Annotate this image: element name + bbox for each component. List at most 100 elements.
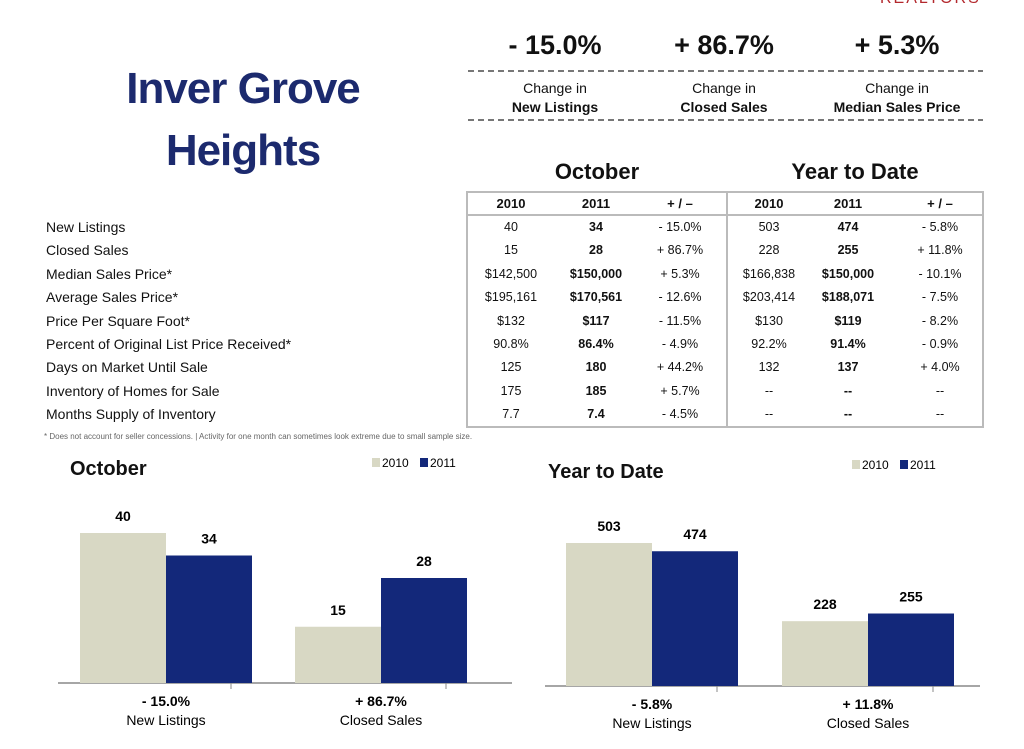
bar bbox=[166, 555, 252, 683]
table-border bbox=[466, 191, 984, 428]
cell: + 44.2% bbox=[656, 360, 704, 375]
category-label: New Listings bbox=[612, 715, 691, 731]
bar-label: 228 bbox=[813, 596, 837, 612]
row-label: Price Per Square Foot* bbox=[46, 312, 190, 329]
legend-swatch bbox=[852, 460, 860, 469]
cell: 175 bbox=[500, 383, 522, 398]
bar bbox=[381, 578, 467, 683]
cell: 474 bbox=[837, 220, 859, 234]
cell: $150,000 bbox=[569, 266, 623, 281]
column-header: 2011 bbox=[581, 196, 611, 211]
chart-title: October bbox=[70, 458, 147, 480]
cell: $166,838 bbox=[742, 266, 796, 281]
cell: 7.7 bbox=[502, 407, 520, 422]
group-heading: October bbox=[554, 159, 640, 184]
cell: 125 bbox=[500, 360, 522, 375]
cell: 7.4 bbox=[587, 407, 605, 422]
cell: $188,071 bbox=[821, 290, 875, 305]
cell: - 12.6% bbox=[658, 290, 702, 305]
bar-label: 503 bbox=[597, 518, 621, 534]
legend-swatch bbox=[372, 458, 380, 467]
cell: -- bbox=[764, 407, 774, 422]
cell: + 86.7% bbox=[656, 243, 704, 258]
cell: -- bbox=[843, 407, 853, 422]
cell: - 7.5% bbox=[921, 290, 959, 305]
cell: 34 bbox=[589, 220, 603, 234]
cell: $117 bbox=[582, 313, 610, 328]
cell: $170,561 bbox=[569, 290, 623, 305]
legend-label: 2011 bbox=[910, 458, 936, 472]
cell: -- bbox=[843, 383, 853, 398]
cell: $195,161 bbox=[484, 290, 538, 305]
cell: 503 bbox=[758, 220, 780, 234]
category-change: - 5.8% bbox=[632, 696, 673, 712]
category-change: + 11.8% bbox=[843, 696, 895, 712]
group-heading: Year to Date bbox=[791, 159, 919, 184]
cell: 92.2% bbox=[751, 337, 787, 351]
bar-label: 474 bbox=[683, 526, 707, 542]
bar bbox=[566, 543, 652, 686]
legend-swatch bbox=[420, 458, 428, 467]
cell: -- bbox=[935, 407, 945, 422]
bar-label: 28 bbox=[416, 553, 432, 569]
highlight-label: Change in bbox=[865, 80, 929, 96]
column-header: + / – bbox=[927, 196, 953, 211]
cell: 28 bbox=[589, 243, 603, 258]
bar-label: 34 bbox=[201, 531, 217, 547]
cell: $203,414 bbox=[742, 290, 796, 305]
cell: - 10.1% bbox=[918, 266, 962, 281]
chart-title: Year to Date bbox=[548, 461, 664, 483]
bar bbox=[295, 626, 381, 683]
cell: $119 bbox=[834, 313, 862, 328]
bar bbox=[868, 613, 954, 686]
column-header: 2010 bbox=[496, 196, 526, 211]
column-header: + / – bbox=[667, 196, 693, 211]
category-label: Closed Sales bbox=[340, 712, 423, 728]
page-title: Inver Grove Heights bbox=[126, 64, 361, 175]
row-label: Percent of Original List Price Received* bbox=[46, 336, 292, 352]
row-label: Days on Market Until Sale bbox=[46, 359, 208, 376]
cell: - 0.9% bbox=[921, 337, 959, 351]
cell: $132 bbox=[497, 313, 525, 328]
cell: - 15.0% bbox=[658, 220, 702, 234]
category-label: New Listings bbox=[126, 712, 205, 728]
highlight-value: - 15.0% bbox=[508, 30, 602, 60]
footnote: * Does not account for seller concession… bbox=[44, 432, 473, 441]
cell: + 5.3% bbox=[660, 266, 700, 281]
bar bbox=[80, 533, 166, 683]
cell: $130 bbox=[755, 313, 783, 328]
cell: $150,000 bbox=[821, 266, 875, 281]
cell: 90.8% bbox=[493, 337, 529, 351]
cell: -- bbox=[935, 383, 945, 398]
category-change: + 86.7% bbox=[355, 693, 407, 709]
cell: - 4.5% bbox=[661, 407, 699, 422]
highlight-label: New Listings bbox=[511, 99, 599, 115]
bar bbox=[652, 551, 738, 686]
legend-swatch bbox=[900, 460, 908, 469]
category-change: - 15.0% bbox=[142, 693, 191, 709]
highlight-value: + 86.7% bbox=[674, 30, 774, 60]
bar-label: 40 bbox=[115, 508, 131, 524]
cell: 91.4% bbox=[830, 337, 866, 351]
cell: 15 bbox=[504, 243, 518, 258]
cell: 40 bbox=[504, 220, 518, 234]
cell: 132 bbox=[758, 360, 780, 375]
highlight-value: + 5.3% bbox=[854, 30, 940, 60]
cell: - 8.2% bbox=[921, 313, 959, 328]
row-label: Median Sales Price* bbox=[46, 265, 173, 282]
category-label: Closed Sales bbox=[827, 715, 910, 731]
bar-label: 15 bbox=[330, 602, 346, 618]
cell: 255 bbox=[837, 243, 859, 258]
cell: - 5.8% bbox=[921, 220, 959, 234]
row-label: Average Sales Price* bbox=[46, 289, 179, 306]
highlight-label: Closed Sales bbox=[680, 99, 768, 115]
cell: - 4.9% bbox=[661, 337, 699, 351]
legend-label: 2010 bbox=[862, 458, 889, 472]
highlight-label: Change in bbox=[523, 80, 587, 96]
bar-label: 255 bbox=[899, 589, 923, 605]
cell: + 11.8% bbox=[917, 243, 963, 258]
legend-label: 2011 bbox=[430, 456, 456, 470]
column-header: 2010 bbox=[754, 196, 784, 211]
